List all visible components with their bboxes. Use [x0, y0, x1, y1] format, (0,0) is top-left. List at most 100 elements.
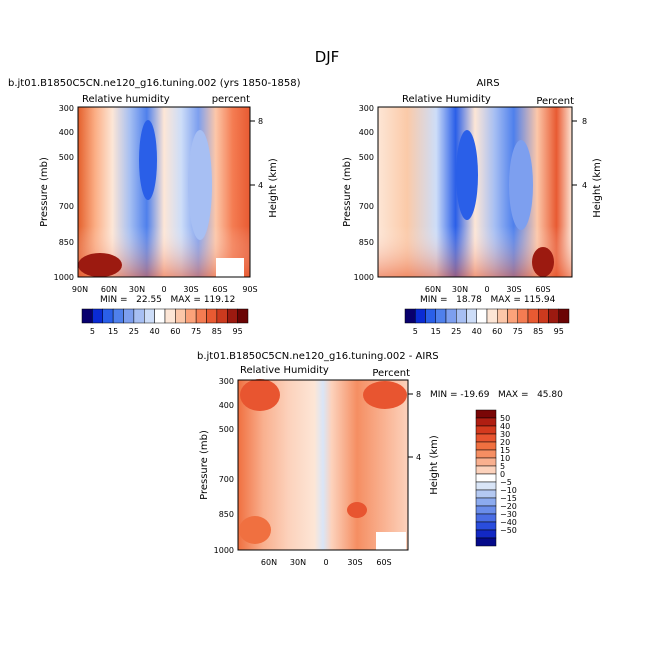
colorbar-swatch	[445, 308, 457, 324]
colorbar-label: 75	[191, 327, 201, 336]
colorbar-swatch	[497, 308, 508, 324]
colorbar-label: 50	[500, 414, 510, 423]
colorbar-swatch	[475, 473, 497, 483]
panel-model-x-ticks: 90N 60N 30N 0 30S 60S 90S	[72, 285, 258, 294]
panel-model-title: b.jt01.B1850C5CN.ne120_g16.tuning.002 (y…	[8, 78, 301, 89]
y-tick-label: 500	[59, 153, 74, 162]
colorbar-swatch	[102, 308, 114, 324]
y-tick-label: 500	[359, 153, 374, 162]
colorbar-label: −5	[500, 478, 512, 487]
y-tick-label: 400	[219, 401, 234, 410]
panel-airs-x-ticks: 60N 30N 0 30S 60S	[425, 285, 551, 294]
x-tick-label: 60N	[261, 558, 277, 567]
panel-airs-stats: MIN = 18.78 MAX = 115.94	[420, 295, 556, 305]
panel-difference-stats: MIN = -19.69 MAX = 45.80	[430, 390, 563, 400]
colorbar-label: 25	[451, 327, 461, 336]
panel-difference-subtitle-right: Percent	[372, 368, 410, 379]
colorbar-swatch	[558, 308, 570, 324]
y-tick-label: 400	[359, 128, 374, 137]
colorbar-label: 95	[233, 327, 243, 336]
panel-difference-subtitle-left: Relative Humidity	[240, 365, 329, 376]
x-tick-label: 30N	[290, 558, 306, 567]
y-tick-label: 500	[219, 425, 234, 434]
colorbar-swatch	[476, 308, 488, 324]
y-tick-label: 300	[59, 104, 74, 113]
colorbar-swatch	[548, 308, 559, 324]
colorbar-swatch	[466, 308, 477, 324]
y-tick-label: 700	[59, 202, 74, 211]
colorbar-label: 40	[500, 422, 510, 431]
x-tick-label: 60N	[101, 285, 117, 294]
panel-airs-subtitle-right: Percent	[536, 96, 574, 107]
colorbar-label: 60	[492, 327, 502, 336]
colorbar-label: 40	[150, 327, 160, 336]
x-tick-label: 60N	[425, 285, 441, 294]
colorbar-label: 95	[554, 327, 564, 336]
panel-model-ylabel-right: Height (km)	[268, 158, 279, 218]
colorbar-swatch	[164, 308, 176, 324]
colorbar-swatch	[475, 505, 497, 515]
y-tick-label: 700	[359, 202, 374, 211]
panel-difference-title: b.jt01.B1850C5CN.ne120_g16.tuning.002 - …	[197, 351, 439, 362]
x-tick-label: 90S	[242, 285, 257, 294]
colorbar-swatch	[475, 497, 497, 507]
y-tick-label: 700	[219, 475, 234, 484]
colorbar-fields-model: 5 15 25 40 60 75 85 95	[81, 308, 249, 336]
colorbar-swatch	[144, 308, 155, 324]
colorbar-swatch	[475, 457, 497, 467]
y-right-tick-label: 4	[416, 453, 421, 462]
colorbar-label: 5	[500, 462, 505, 471]
y-tick-label: 1000	[54, 273, 74, 282]
y-right-tick-label: 4	[582, 181, 587, 190]
colorbar-label: 15	[500, 446, 510, 455]
colorbar-label: −15	[500, 494, 517, 503]
panel-airs-frame	[377, 106, 573, 278]
panel-airs-title: AIRS	[476, 78, 499, 89]
colorbar-label: 10	[500, 454, 510, 463]
x-tick-label: 0	[484, 285, 489, 294]
colorbar-label: 5	[413, 327, 418, 336]
colorbar-swatch	[133, 308, 145, 324]
colorbar-swatch	[185, 308, 197, 324]
y-tick-label: 850	[59, 238, 74, 247]
panel-airs-subtitle-left: Relative Humidity	[402, 94, 491, 105]
x-tick-label: 90N	[72, 285, 88, 294]
colorbar-swatch	[81, 308, 93, 324]
y-tick-label: 850	[219, 510, 234, 519]
x-tick-label: 0	[161, 285, 166, 294]
colorbar-swatch	[195, 308, 207, 324]
colorbar-swatch	[475, 465, 497, 475]
colorbar-swatch	[475, 449, 497, 459]
panel-model-y-ticks: 300 400 500 700 850 1000	[54, 104, 74, 282]
panel-difference-y-ticks: 300 400 500 700 850 1000	[214, 377, 234, 555]
x-tick-label: 30S	[183, 285, 198, 294]
y-tick-label: 850	[359, 238, 374, 247]
panel-difference-y-right-ticks: 8 4	[408, 390, 421, 462]
colorbar-swatch	[216, 308, 228, 324]
x-tick-label: 30S	[347, 558, 362, 567]
colorbar-label: 25	[129, 327, 139, 336]
panel-difference-x-ticks: 60N 30N 0 30S 60S	[261, 558, 392, 567]
colorbar-label: 85	[533, 327, 543, 336]
y-tick-label: 1000	[354, 273, 374, 282]
colorbar-swatch	[475, 409, 497, 419]
panel-airs-y-ticks: 300 400 500 700 850 1000	[354, 104, 374, 282]
colorbar-swatch	[404, 308, 416, 324]
colorbar-swatch	[415, 308, 426, 324]
panel-airs-ylabel: Pressure (mb)	[342, 157, 353, 227]
colorbar-label: 15	[431, 327, 441, 336]
panel-airs-ylabel-right: Height (km)	[592, 158, 603, 218]
panel-model-subtitle-right: percent	[212, 94, 250, 105]
colorbar-swatch	[475, 513, 497, 523]
colorbar-label: 85	[212, 327, 222, 336]
colorbar-swatch	[154, 308, 166, 324]
colorbar-swatch	[435, 308, 447, 324]
colorbar-swatch	[475, 529, 497, 539]
colorbar-swatch	[475, 425, 497, 435]
colorbar-swatch	[227, 308, 238, 324]
colorbar-label: 75	[513, 327, 523, 336]
panel-model-ylabel: Pressure (mb)	[39, 157, 50, 227]
colorbar-swatch	[237, 308, 249, 324]
